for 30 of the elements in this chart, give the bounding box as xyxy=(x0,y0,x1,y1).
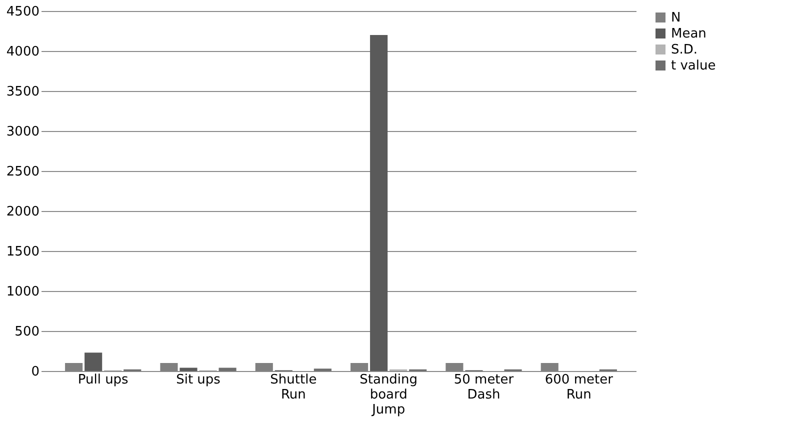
legend-label: N xyxy=(671,10,681,26)
y-tick-label: 2500 xyxy=(6,164,40,180)
y-tick-label: 4500 xyxy=(6,4,40,20)
y-tick-label: 500 xyxy=(14,324,40,340)
x-tick-label: 50 meter Dash xyxy=(454,372,514,402)
bar xyxy=(65,363,83,371)
bar xyxy=(540,363,558,371)
y-tick-label: 0 xyxy=(31,364,40,380)
x-tick-label: Standing board Jump xyxy=(360,372,418,418)
legend-label: Mean xyxy=(671,26,706,42)
bar xyxy=(446,363,464,371)
bar xyxy=(160,363,178,371)
y-tick-label: 2000 xyxy=(6,204,40,220)
y-tick-label: 4000 xyxy=(6,44,40,60)
x-tick-label: Pull ups xyxy=(78,372,129,388)
legend-label: S.D. xyxy=(671,42,698,58)
y-tick-label: 1500 xyxy=(6,244,40,260)
bar xyxy=(350,363,368,371)
bar xyxy=(255,363,273,371)
x-tick-label: Sit ups xyxy=(176,372,221,388)
y-tick-label: 3500 xyxy=(6,84,40,100)
bar xyxy=(370,35,388,371)
legend-label: t value xyxy=(671,58,716,74)
bar xyxy=(218,368,236,371)
y-tick-label: 3000 xyxy=(6,124,40,140)
bar xyxy=(180,368,198,371)
x-tick-label: 600 meter Run xyxy=(544,372,614,402)
y-tick-label: 1000 xyxy=(6,284,40,300)
bar xyxy=(84,352,102,371)
x-tick-label: Shuttle Run xyxy=(270,372,317,402)
